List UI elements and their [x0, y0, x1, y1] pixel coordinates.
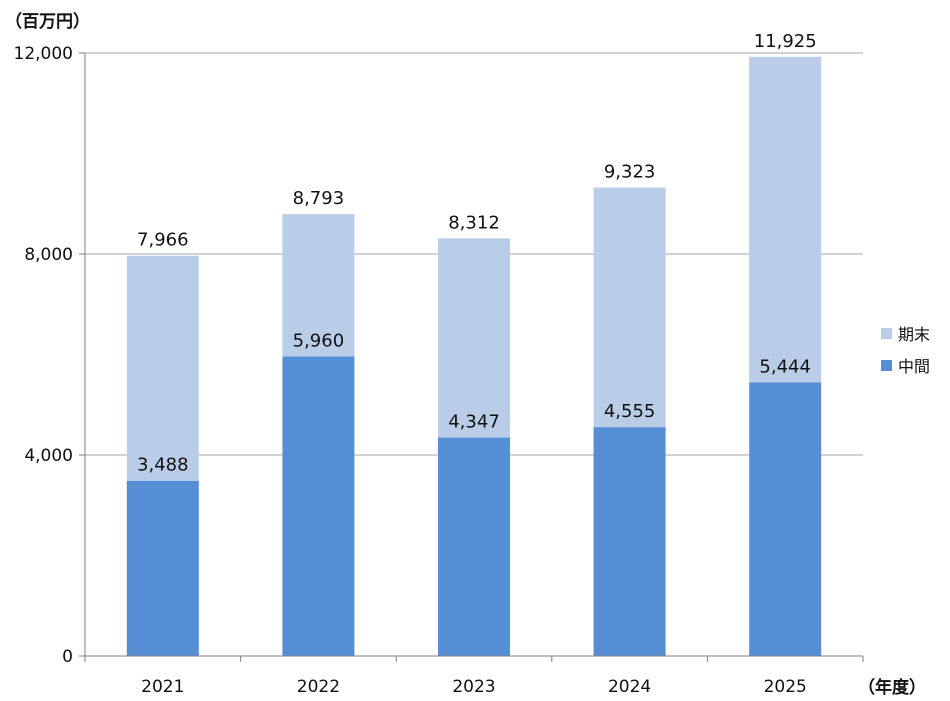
x-tick-label-2024: 2024 — [608, 677, 651, 697]
x-tick-label-2025: 2025 — [764, 677, 807, 697]
bar-kimatsu-2022 — [282, 214, 355, 357]
bar-chukan-2022 — [282, 356, 355, 656]
legend-label-chukan: 中間 — [898, 357, 930, 376]
bar-chukan-2023 — [438, 437, 510, 656]
data-label-total-2022: 8,793 — [293, 188, 345, 209]
bars — [126, 56, 822, 656]
legend: 期末 中間 — [881, 325, 930, 376]
axes: 0 4,000 8,000 12,000 2021 2022 2023 2024 2025 — [14, 44, 864, 697]
bar-chukan-2021 — [126, 480, 199, 656]
bar-chukan-2024 — [593, 427, 666, 656]
data-label-chukan-2022: 5,960 — [293, 331, 345, 352]
x-tick-label-2022: 2022 — [297, 677, 340, 697]
bar-kimatsu-2024 — [593, 187, 666, 428]
y-tick-label: 4,000 — [24, 446, 73, 466]
x-unit-label: （年度） — [858, 677, 926, 698]
x-tick-label-2021: 2021 — [141, 677, 184, 697]
legend-swatch-chukan — [881, 360, 892, 371]
x-tick-label-2023: 2023 — [452, 677, 495, 697]
legend-label-kimatsu: 期末 — [898, 325, 930, 344]
data-label-total-2024: 9,323 — [604, 162, 656, 183]
bar-kimatsu-2023 — [438, 238, 510, 438]
y-tick-label: 12,000 — [14, 44, 73, 64]
y-unit-label: （百万円） — [5, 11, 90, 32]
y-tick-label: 8,000 — [24, 245, 73, 265]
legend-item-kimatsu: 期末 — [881, 325, 930, 344]
data-label-total-2023: 8,312 — [448, 212, 500, 233]
y-tick-label: 0 — [62, 647, 73, 667]
data-labels: 3,488 7,966 5,960 8,793 4,347 8,312 4,555 9,323… — [137, 31, 817, 476]
data-label-chukan-2023: 4,347 — [448, 412, 500, 433]
data-label-chukan-2021: 3,488 — [137, 455, 189, 476]
data-label-chukan-2025: 5,444 — [759, 356, 811, 377]
legend-item-chukan: 中間 — [881, 357, 930, 376]
legend-swatch-kimatsu — [881, 328, 892, 339]
bar-kimatsu-2025 — [749, 56, 822, 383]
bar-chukan-2025 — [749, 382, 822, 656]
data-label-chukan-2024: 4,555 — [604, 401, 656, 422]
bar-kimatsu-2021 — [126, 255, 199, 481]
data-label-total-2021: 7,966 — [137, 230, 189, 251]
data-label-total-2025: 11,925 — [754, 31, 817, 52]
